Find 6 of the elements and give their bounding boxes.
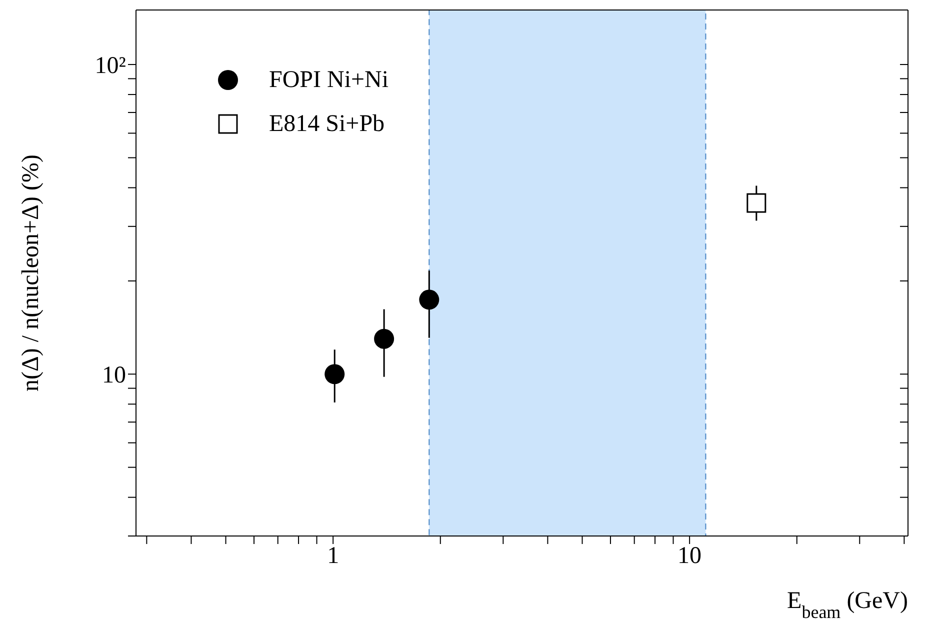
x-axis-title: E$_{beam}$ (GeV) xyxy=(787,588,908,622)
y-axis-title: n(Δ) / n(nucleon+Δ) (%) xyxy=(18,154,44,392)
legend-label: FOPI Ni+Ni xyxy=(269,66,389,95)
y-tick-label: 10² xyxy=(94,53,126,80)
legend-label: E814 Si+Pb xyxy=(269,110,385,139)
x-tick-label: 1 xyxy=(327,543,340,570)
